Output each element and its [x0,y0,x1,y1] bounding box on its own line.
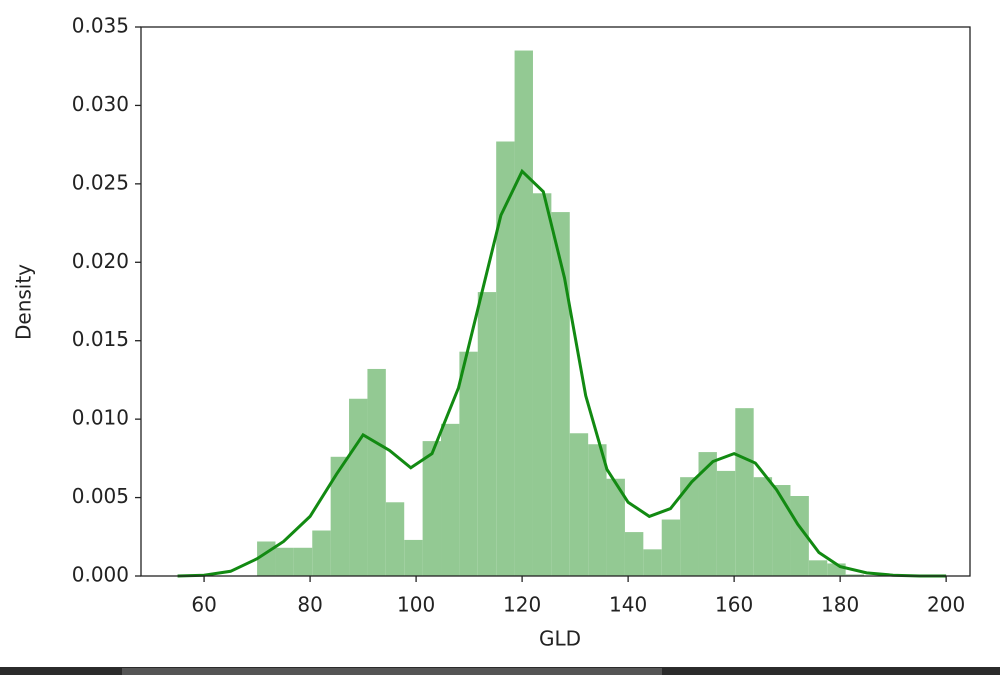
plot-frame [140,26,971,577]
bar [459,351,478,576]
x-tick-label: 60 [191,593,216,617]
y-axis-label: Density [12,264,36,340]
x-tick-label: 120 [503,593,541,617]
bar [404,539,423,576]
bar [496,141,515,576]
x-tick-label: 140 [609,593,647,617]
x-tick-label: 160 [715,593,753,617]
y-tick-label: 0.025 [72,170,129,194]
y-tick-label: 0.020 [72,249,129,273]
x-tick-label: 180 [821,593,859,617]
bar [735,408,754,576]
bar [257,541,276,576]
y-tick-label: 0.010 [72,406,129,430]
bar [367,368,386,576]
bar [422,441,442,576]
bar [845,574,865,576]
x-tick-label: 100 [397,593,435,617]
scrollbar-thumb[interactable] [122,668,662,675]
bar [569,433,589,576]
bar [698,452,717,576]
kde-line [177,168,947,578]
bar [441,423,460,576]
bar [643,549,662,576]
bar [275,547,294,576]
bar [790,496,809,576]
x-tick-label: 80 [297,593,322,617]
bar [624,532,644,576]
y-tick-label: 0.030 [72,92,129,116]
bar [716,470,736,576]
bar [293,547,313,576]
y-tick-label: 0.015 [72,327,129,351]
bar [753,477,773,576]
bar [330,456,350,576]
y-tick-label: 0.000 [72,563,129,587]
x-tick-label: 200 [927,593,965,617]
bar [532,193,552,577]
bar [349,398,368,576]
y-tick-label: 0.005 [72,484,129,508]
bar [588,444,607,576]
y-tick-label: 0.035 [72,14,129,38]
bar [477,292,497,576]
bar [680,477,699,576]
bar [312,530,331,576]
x-axis-label: GLD [539,627,581,651]
bar [385,502,405,576]
bar [808,560,828,576]
bar [661,519,681,576]
bar [606,478,625,576]
bar [551,212,570,576]
bar [514,50,533,577]
